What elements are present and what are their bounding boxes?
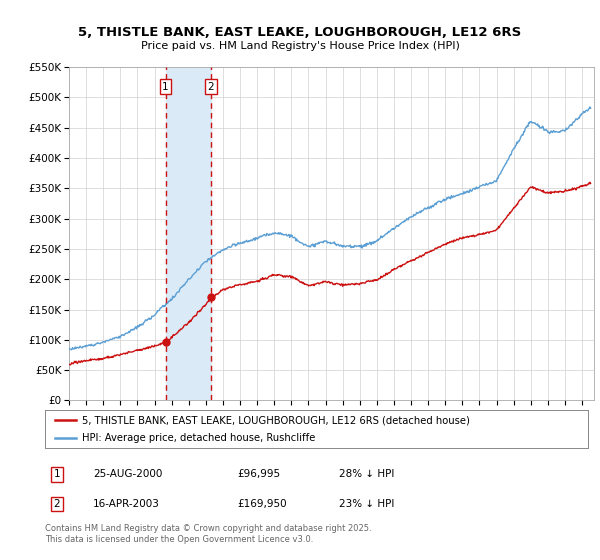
Text: 2: 2 <box>53 499 61 509</box>
Text: 1: 1 <box>162 82 169 92</box>
Text: 2: 2 <box>208 82 214 92</box>
Text: 28% ↓ HPI: 28% ↓ HPI <box>339 469 394 479</box>
Text: HPI: Average price, detached house, Rushcliffe: HPI: Average price, detached house, Rush… <box>82 433 315 444</box>
Text: 25-AUG-2000: 25-AUG-2000 <box>93 469 163 479</box>
Text: 5, THISTLE BANK, EAST LEAKE, LOUGHBOROUGH, LE12 6RS: 5, THISTLE BANK, EAST LEAKE, LOUGHBOROUG… <box>79 26 521 39</box>
Text: Contains HM Land Registry data © Crown copyright and database right 2025.
This d: Contains HM Land Registry data © Crown c… <box>45 524 371 544</box>
Text: 5, THISTLE BANK, EAST LEAKE, LOUGHBOROUGH, LE12 6RS (detached house): 5, THISTLE BANK, EAST LEAKE, LOUGHBOROUG… <box>82 415 470 425</box>
Bar <box>166 67 211 400</box>
Text: 23% ↓ HPI: 23% ↓ HPI <box>339 499 394 509</box>
Text: 1: 1 <box>53 469 61 479</box>
Text: Price paid vs. HM Land Registry's House Price Index (HPI): Price paid vs. HM Land Registry's House … <box>140 41 460 51</box>
Text: 16-APR-2003: 16-APR-2003 <box>93 499 160 509</box>
Text: £96,995: £96,995 <box>237 469 280 479</box>
Text: £169,950: £169,950 <box>237 499 287 509</box>
